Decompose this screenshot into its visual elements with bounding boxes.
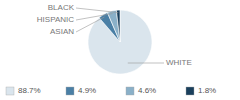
legend-label: 4.9% [78,86,96,95]
legend-swatch [126,87,134,95]
legend-swatch [186,87,194,95]
legend-label: 4.6% [138,86,156,95]
leader-line [76,14,112,20]
slice-label: WHITE [166,58,192,67]
leader-line [76,8,118,13]
pie-slice [107,10,120,42]
pie-slice [116,10,120,42]
leader-line [128,63,164,64]
legend-label: 1.8% [198,86,216,95]
legend-swatch [6,87,14,95]
legend: 88.7% 4.9% 4.6% 1.8% [6,86,216,95]
legend-label: 88.7% [18,86,41,95]
chart: WHITE ASIAN HISPANIC BLACK 88.7% 4.9% 4.6% 1.8% [0,0,240,100]
pie-slice [88,10,152,74]
slice-label: ASIAN [50,27,74,36]
legend-swatch [66,87,74,95]
pie [88,10,152,74]
slice-label: HISPANIC [37,15,74,24]
slice-label: BLACK [48,3,75,12]
annotations: WHITE ASIAN HISPANIC BLACK [37,3,192,67]
